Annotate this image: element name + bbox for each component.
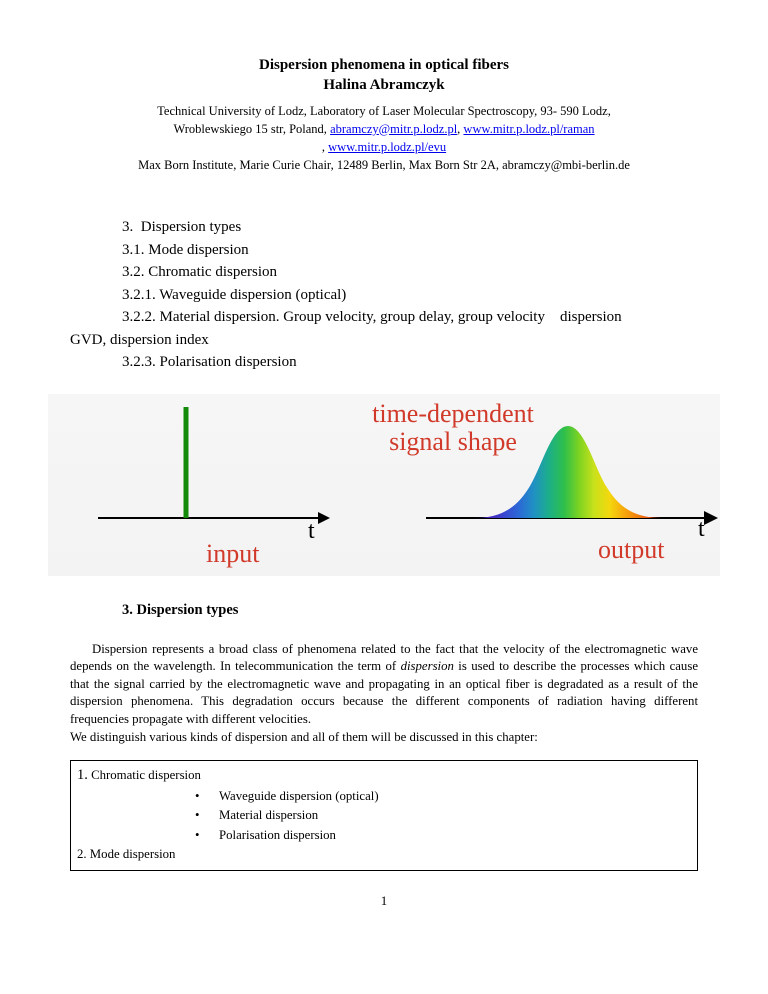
document-page: Dispersion phenomena in optical fibers H… bbox=[0, 0, 768, 929]
figure-label-input: input bbox=[206, 540, 259, 569]
title-line-1: Dispersion phenomena in optical fibers bbox=[259, 57, 509, 73]
figure-label-output: output bbox=[598, 536, 664, 565]
toc-item-3-2-2: 3.2.2. Material dispersion. Group veloci… bbox=[70, 306, 698, 329]
axis-left bbox=[98, 512, 330, 524]
table-of-contents: 3. Dispersion types 3.1. Mode dispersion… bbox=[70, 216, 698, 374]
affil-link-raman[interactable]: www.mitr.p.lodz.pl/raman bbox=[463, 122, 594, 136]
body-paragraph: Dispersion represents a broad class of p… bbox=[70, 641, 698, 747]
toc-item-3-2-3: 3.2.3. Polarisation dispersion bbox=[70, 351, 698, 374]
page-title: Dispersion phenomena in optical fibers H… bbox=[70, 55, 698, 96]
types-bullets: Waveguide dispersion (optical) Material … bbox=[77, 787, 691, 845]
types-bullet-polarisation: Polarisation dispersion bbox=[195, 826, 691, 845]
toc-item-3-2: 3.2. Chromatic dispersion bbox=[70, 261, 698, 284]
dispersion-types-box: 1. Chromatic dispersion Waveguide disper… bbox=[70, 760, 698, 871]
affil-email-link[interactable]: abramczy@mitr.p.lodz.pl bbox=[330, 122, 457, 136]
types-lead-2: 2. Mode dispersion bbox=[77, 845, 691, 864]
section-heading-dispersion-types: 3. Dispersion types bbox=[70, 602, 698, 619]
types-bullet-material: Material dispersion bbox=[195, 806, 691, 825]
toc-item-3: 3. Dispersion types bbox=[70, 216, 698, 239]
affiliation-block: Technical University of Lodz, Laboratory… bbox=[70, 102, 698, 175]
figure-dispersion: time-dependent signal shape t t input ou… bbox=[48, 394, 720, 576]
axis-t-right: t bbox=[698, 516, 705, 543]
affil-line-4: Max Born Institute, Marie Curie Chair, 1… bbox=[138, 158, 630, 172]
toc-item-3-1: 3.1. Mode dispersion bbox=[70, 239, 698, 262]
types-bullet-waveguide: Waveguide dispersion (optical) bbox=[195, 787, 691, 806]
affil-line-1: Technical University of Lodz, Laboratory… bbox=[157, 104, 611, 118]
title-line-2: Halina Abramczyk bbox=[323, 77, 444, 93]
affil-line-2-pre: Wroblewskiego 15 str, Poland, bbox=[173, 122, 330, 136]
types-lead-1: 1. Chromatic dispersion bbox=[77, 765, 691, 787]
figure-label-top: time-dependent signal shape bbox=[348, 400, 558, 457]
page-number: 1 bbox=[70, 893, 698, 909]
axis-t-left: t bbox=[308, 518, 315, 545]
toc-item-3-2-2b: GVD, dispersion index bbox=[70, 329, 698, 352]
affil-link-evu[interactable]: www.mitr.p.lodz.pl/evu bbox=[328, 140, 446, 154]
toc-item-3-2-1: 3.2.1. Waveguide dispersion (optical) bbox=[70, 284, 698, 307]
